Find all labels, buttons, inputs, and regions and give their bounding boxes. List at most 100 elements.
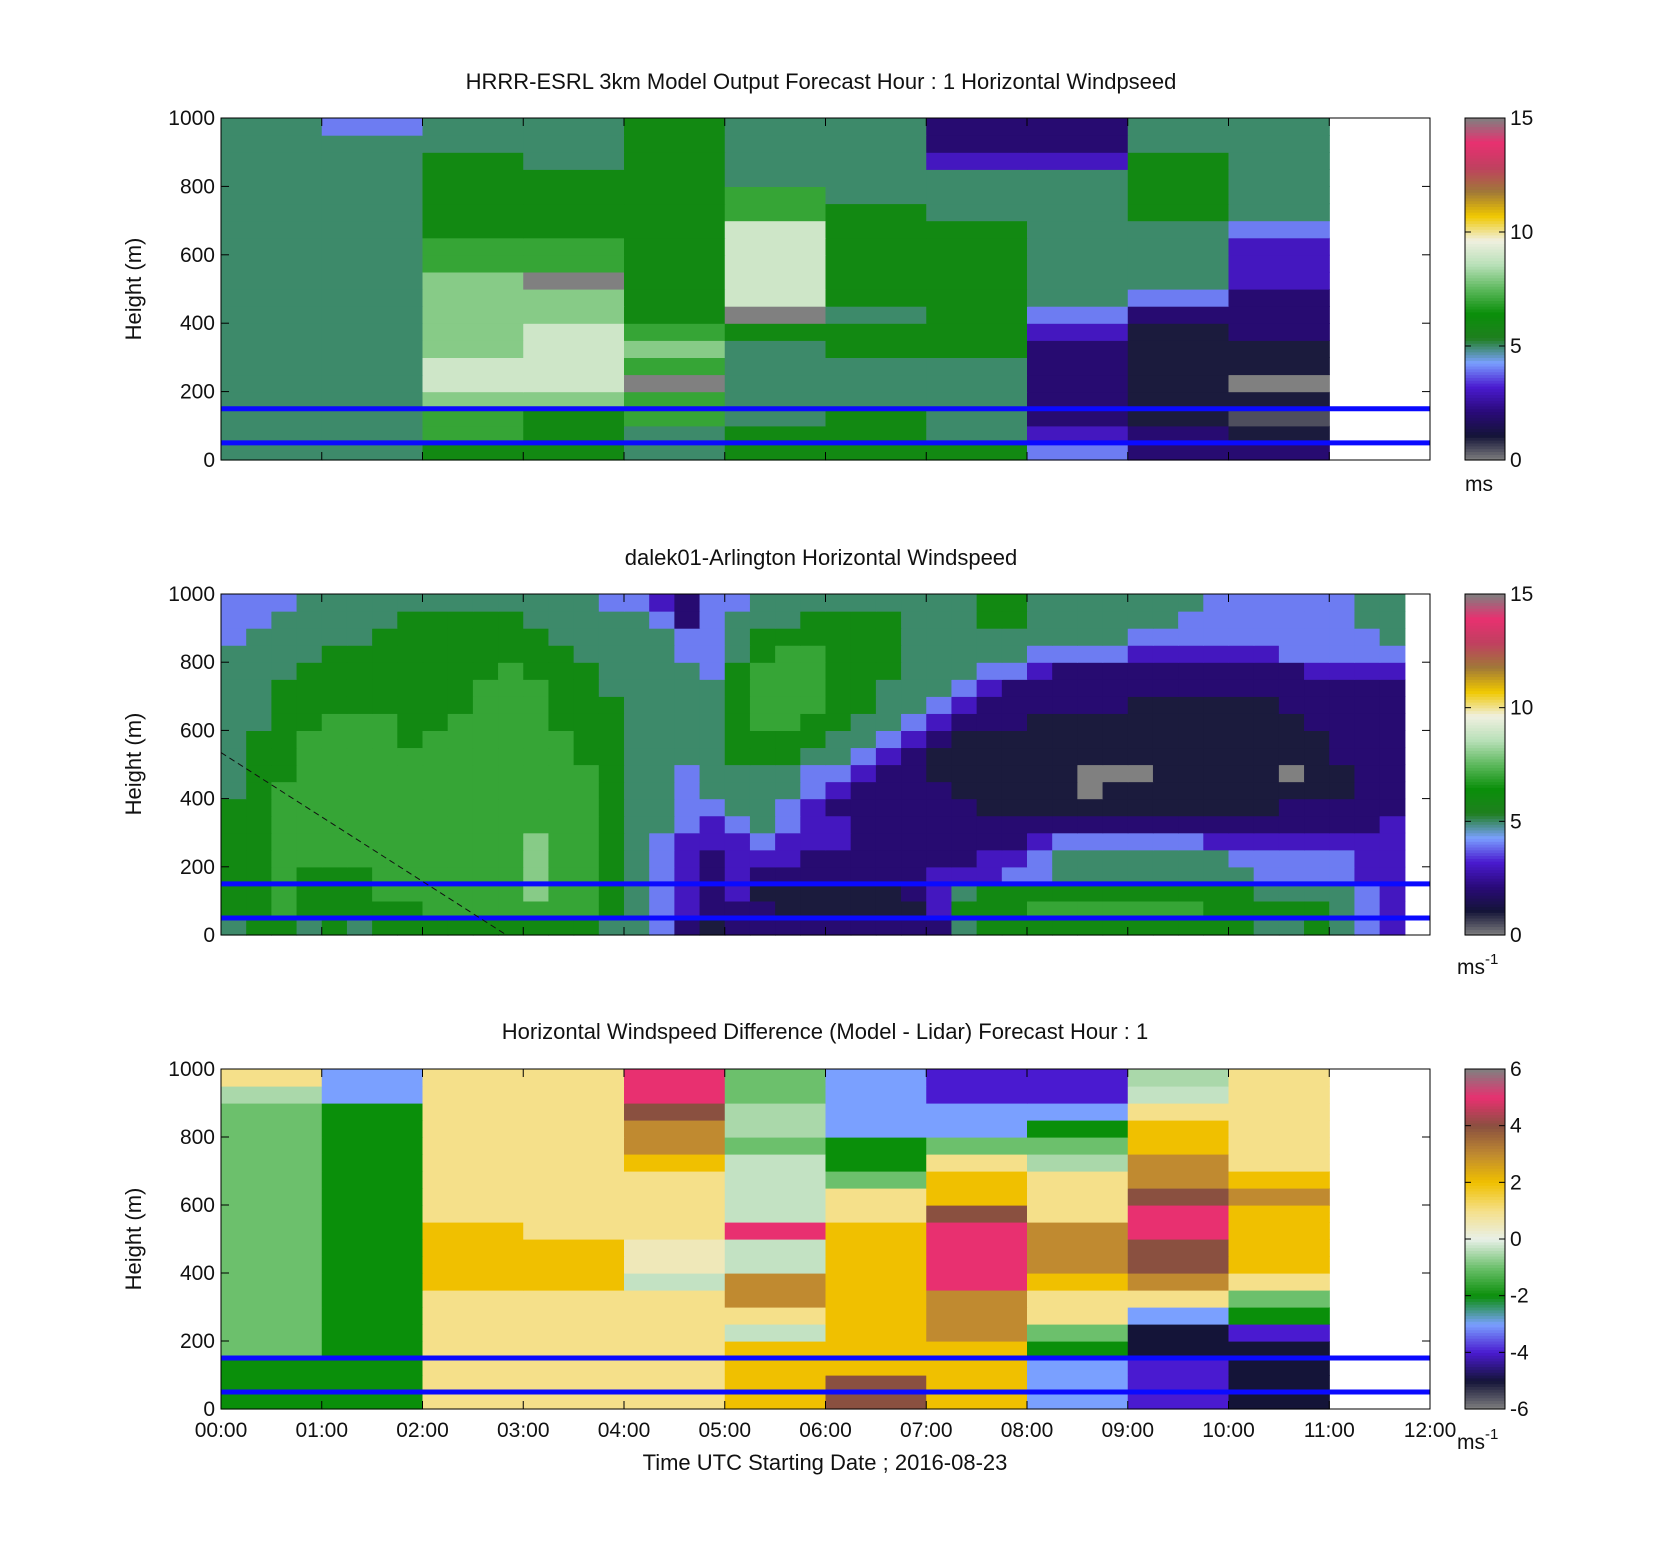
heatmap-cell — [649, 713, 675, 731]
heatmap-cell — [346, 917, 373, 936]
heatmap-cell — [422, 340, 524, 358]
heatmap-cell — [1102, 747, 1129, 766]
heatmap-cell — [1278, 747, 1305, 766]
heatmap-cell — [1052, 764, 1078, 783]
colorbar-swatch — [1465, 203, 1505, 207]
heatmap-cell — [221, 594, 247, 612]
heatmap-cell — [321, 220, 424, 239]
heatmap-cell — [422, 1392, 524, 1410]
heatmap-cell — [321, 628, 348, 646]
heatmap-cell — [1102, 883, 1129, 902]
heatmap-cell — [749, 866, 776, 885]
heatmap-cell — [825, 781, 852, 800]
heatmap-cell — [624, 1137, 726, 1155]
heatmap-cell — [1379, 866, 1406, 885]
heatmap-cell — [422, 271, 524, 290]
heatmap-cell — [825, 1069, 927, 1087]
heatmap-cell — [1001, 798, 1028, 817]
heatmap-cell — [296, 832, 323, 851]
colorbar-swatch — [1465, 1375, 1505, 1379]
heatmap-cell — [1027, 900, 1053, 919]
heatmap-cell — [1379, 628, 1406, 646]
heatmap-cell — [724, 442, 827, 461]
heatmap-cell — [724, 1103, 827, 1121]
colorbar-swatch — [1465, 892, 1505, 896]
heatmap-cell — [875, 849, 902, 868]
heatmap-cell — [1253, 917, 1280, 936]
heatmap-cell — [1354, 917, 1381, 936]
heatmap-cell — [724, 271, 827, 290]
colorbar-swatch — [1465, 380, 1505, 384]
heatmap-cell — [221, 118, 323, 136]
heatmap-cell — [624, 408, 726, 427]
heatmap-cell — [850, 662, 877, 680]
colorbar-swatch — [1465, 809, 1505, 814]
heatmap-cell — [1203, 764, 1230, 783]
heatmap-cell — [749, 815, 776, 834]
heatmap-cell — [1278, 696, 1305, 714]
colorbar-swatch — [1465, 294, 1505, 299]
colorbar-swatch — [1465, 1216, 1505, 1220]
colorbar-swatch — [1465, 699, 1505, 703]
heatmap-cell — [624, 254, 726, 273]
heatmap-cell — [951, 781, 978, 800]
heatmap-cell — [825, 662, 852, 680]
colorbar-swatch — [1465, 1264, 1505, 1268]
heatmap-cell — [951, 611, 978, 629]
heatmap-cell — [1304, 764, 1330, 783]
heatmap-cell — [372, 628, 398, 646]
heatmap-cell — [1102, 662, 1129, 680]
heatmap-cell — [422, 306, 524, 324]
heatmap-cell — [1027, 917, 1053, 936]
heatmap-cell — [1127, 1307, 1230, 1325]
heatmap-cell — [1027, 696, 1053, 714]
heatmap-cell — [800, 781, 827, 800]
heatmap-cell — [951, 713, 978, 731]
heatmap-cell — [221, 798, 247, 817]
heatmap-cell — [825, 679, 852, 697]
colorbar-swatch — [1465, 1091, 1505, 1096]
heatmap-cell — [1203, 832, 1230, 851]
heatmap-cell — [321, 832, 348, 851]
heatmap-cell — [825, 832, 852, 851]
heatmap-cell — [850, 849, 877, 868]
heatmap-cell — [1354, 832, 1381, 851]
heatmap-cell — [422, 135, 524, 153]
colorbar-swatch — [1465, 1256, 1505, 1260]
heatmap-cell — [926, 1273, 1028, 1291]
heatmap-cell — [1127, 1358, 1230, 1376]
heatmap-cell — [825, 917, 852, 936]
heatmap-cell — [825, 1256, 927, 1274]
heatmap-cell — [246, 696, 272, 714]
heatmap-cell — [775, 917, 801, 936]
heatmap-cell — [321, 679, 348, 697]
heatmap-cell — [422, 1086, 524, 1104]
heatmap-cell — [573, 662, 600, 680]
heatmap-cell — [1253, 594, 1280, 612]
heatmap-cell — [624, 374, 726, 393]
heatmap-cell — [523, 781, 550, 800]
heatmap-cell — [472, 679, 499, 697]
heatmap-cell — [1228, 408, 1330, 427]
heatmap-cell — [1077, 781, 1104, 800]
heatmap-cell — [1304, 713, 1330, 731]
heatmap-cell — [1152, 730, 1179, 749]
colorbar-swatch — [1465, 1377, 1505, 1382]
colorbar-swatch — [1465, 1270, 1505, 1274]
colorbar-swatch — [1465, 812, 1505, 817]
heatmap-cell — [1203, 713, 1230, 731]
heatmap-cell — [221, 849, 247, 868]
heatmap-cell — [221, 152, 323, 170]
colorbar-swatch — [1465, 1338, 1505, 1342]
heatmap-cell — [1278, 798, 1305, 817]
colorbar-swatch — [1465, 123, 1505, 128]
heatmap-cell — [1077, 628, 1104, 646]
heatmap-cell — [724, 408, 827, 427]
colorbar-swatch — [1465, 297, 1505, 301]
heatmap-cell — [674, 917, 701, 936]
heatmap-cell — [321, 866, 348, 885]
heatmap-cell — [1329, 866, 1356, 885]
colorbar-swatch — [1465, 283, 1505, 287]
heatmap-cell — [422, 1103, 524, 1121]
colorbar-swatch — [1465, 1349, 1505, 1353]
